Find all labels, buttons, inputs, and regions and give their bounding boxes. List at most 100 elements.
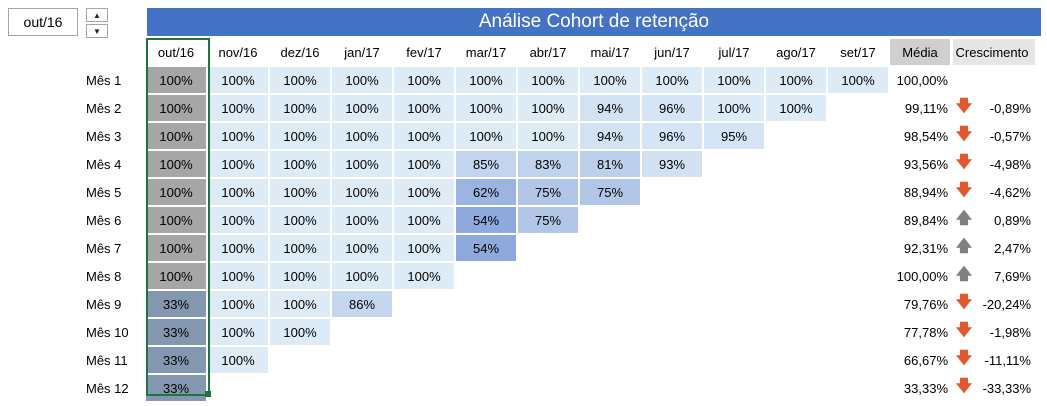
table-cell[interactable]: 62%: [456, 179, 516, 205]
spinner-up-button[interactable]: ▲: [86, 8, 108, 22]
table-cell[interactable]: 100%: [456, 123, 516, 149]
table-cell[interactable]: [704, 179, 764, 205]
table-cell[interactable]: [766, 207, 826, 233]
table-cell[interactable]: 100%: [704, 95, 764, 121]
table-cell[interactable]: [642, 235, 702, 261]
table-cell[interactable]: [642, 319, 702, 345]
table-cell[interactable]: [580, 319, 640, 345]
header-mar-17[interactable]: mar/17: [465, 44, 507, 60]
table-cell[interactable]: [704, 291, 764, 317]
table-cell[interactable]: 100%: [518, 95, 578, 121]
crescimento-cell[interactable]: 🡇 -11,11%: [953, 347, 1035, 373]
table-cell[interactable]: 100%: [704, 67, 764, 93]
media-cell[interactable]: 79,76%: [903, 296, 948, 312]
table-cell[interactable]: 100%: [270, 319, 330, 345]
table-cell[interactable]: 100%: [518, 67, 578, 93]
media-cell[interactable]: 99,11%: [904, 100, 948, 116]
table-cell[interactable]: 81%: [580, 151, 640, 177]
table-cell[interactable]: [518, 347, 578, 373]
table-cell[interactable]: [766, 347, 826, 373]
crescimento-cell[interactable]: 🡅 7,69%: [953, 263, 1035, 289]
table-cell[interactable]: 100%: [332, 179, 392, 205]
table-cell[interactable]: 75%: [518, 179, 578, 205]
table-cell[interactable]: 100%: [146, 95, 206, 121]
table-cell[interactable]: [642, 291, 702, 317]
table-cell[interactable]: 100%: [766, 95, 826, 121]
table-cell[interactable]: 33%: [146, 375, 206, 401]
table-cell[interactable]: [828, 151, 888, 177]
table-cell[interactable]: 33%: [146, 319, 206, 345]
media-cell[interactable]: 100,00%: [896, 72, 948, 88]
table-cell[interactable]: 75%: [518, 207, 578, 233]
table-cell[interactable]: 100%: [270, 67, 330, 93]
table-cell[interactable]: [456, 291, 516, 317]
table-cell[interactable]: [580, 291, 640, 317]
table-cell[interactable]: [456, 375, 516, 401]
header-out-16[interactable]: out/16: [146, 39, 206, 65]
table-cell[interactable]: [828, 375, 888, 401]
table-cell[interactable]: 95%: [704, 123, 764, 149]
table-cell[interactable]: 93%: [642, 151, 702, 177]
header-abr-17[interactable]: abr/17: [529, 44, 567, 60]
table-cell[interactable]: 100%: [394, 67, 454, 93]
table-cell[interactable]: 100%: [208, 179, 268, 205]
table-cell[interactable]: [828, 235, 888, 261]
table-cell[interactable]: 100%: [332, 235, 392, 261]
crescimento-cell[interactable]: [953, 67, 1035, 93]
crescimento-cell[interactable]: 🡅 2,47%: [953, 235, 1035, 261]
table-cell[interactable]: [642, 347, 702, 373]
table-cell[interactable]: 96%: [642, 123, 702, 149]
table-cell[interactable]: 100%: [332, 207, 392, 233]
table-cell[interactable]: 100%: [456, 67, 516, 93]
table-cell[interactable]: [766, 263, 826, 289]
table-cell[interactable]: [456, 319, 516, 345]
table-cell[interactable]: [332, 319, 392, 345]
table-cell[interactable]: [580, 375, 640, 401]
table-cell[interactable]: [766, 235, 826, 261]
media-cell[interactable]: 92,31%: [903, 240, 948, 256]
table-cell[interactable]: 33%: [146, 291, 206, 317]
table-cell[interactable]: 100%: [332, 151, 392, 177]
crescimento-cell[interactable]: 🡇 -20,24%: [953, 291, 1035, 317]
table-cell[interactable]: 100%: [332, 123, 392, 149]
table-cell[interactable]: [394, 375, 454, 401]
spinner-down-button[interactable]: ▼: [86, 24, 108, 38]
table-cell[interactable]: [704, 347, 764, 373]
header-nov-16[interactable]: nov/16: [218, 44, 258, 60]
table-cell[interactable]: 100%: [394, 263, 454, 289]
table-cell[interactable]: 100%: [270, 123, 330, 149]
table-cell[interactable]: [828, 263, 888, 289]
table-cell[interactable]: 100%: [208, 263, 268, 289]
table-cell[interactable]: [518, 319, 578, 345]
table-cell[interactable]: 100%: [332, 263, 392, 289]
table-cell[interactable]: 100%: [208, 67, 268, 93]
table-cell[interactable]: 100%: [332, 67, 392, 93]
table-cell[interactable]: 54%: [456, 235, 516, 261]
table-cell[interactable]: 33%: [146, 347, 206, 373]
header-fev-17[interactable]: fev/17: [406, 44, 442, 60]
table-cell[interactable]: [828, 319, 888, 345]
table-cell[interactable]: [456, 347, 516, 373]
media-cell[interactable]: 100,00%: [896, 268, 948, 284]
table-cell[interactable]: [332, 375, 392, 401]
table-cell[interactable]: 100%: [394, 207, 454, 233]
table-cell[interactable]: 100%: [394, 151, 454, 177]
table-cell[interactable]: [766, 151, 826, 177]
table-cell[interactable]: 100%: [270, 151, 330, 177]
table-cell[interactable]: 100%: [766, 67, 826, 93]
table-cell[interactable]: [828, 123, 888, 149]
table-cell[interactable]: [270, 375, 330, 401]
table-cell[interactable]: [394, 319, 454, 345]
header-ago-17[interactable]: ago/17: [776, 44, 816, 60]
media-cell[interactable]: 77,78%: [903, 324, 948, 340]
table-cell[interactable]: 100%: [270, 179, 330, 205]
table-cell[interactable]: 100%: [146, 235, 206, 261]
table-cell[interactable]: 100%: [208, 291, 268, 317]
table-cell[interactable]: [704, 375, 764, 401]
table-cell[interactable]: 100%: [332, 95, 392, 121]
table-cell[interactable]: 100%: [146, 263, 206, 289]
table-cell[interactable]: 100%: [208, 347, 268, 373]
cohort-spinner[interactable]: ▲ ▼: [86, 8, 108, 38]
table-cell[interactable]: [828, 207, 888, 233]
table-cell[interactable]: [704, 319, 764, 345]
